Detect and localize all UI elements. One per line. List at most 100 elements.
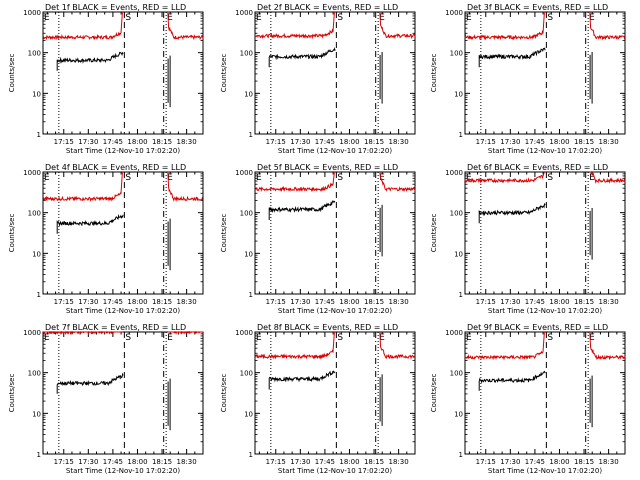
events-curve xyxy=(478,370,546,391)
y-tick-label: 1 xyxy=(37,131,41,139)
x-tick-label: 17:15 xyxy=(54,138,74,146)
plot-frame xyxy=(464,11,626,135)
x-tick-label: 18:00 xyxy=(339,298,359,306)
y-tick-label: 1 xyxy=(37,291,41,299)
flag-label-s: S xyxy=(547,333,553,343)
y-tick-label: 100 xyxy=(450,210,463,218)
x-tick-label: 18:30 xyxy=(599,138,619,146)
detector-panel-9: Det 9f BLACK = Events, RED = LLD 1 10 100 10… xyxy=(430,323,626,475)
lld-curve-pre xyxy=(254,171,335,193)
x-axis-label: Start Time (12-Nov-10 17:02:20) xyxy=(488,467,602,475)
y-tick-label: 1000 xyxy=(23,9,41,17)
y-tick-label: 100 xyxy=(28,50,41,58)
x-tick-label: 17:15 xyxy=(266,138,286,146)
y-axis-label: Counts/sec xyxy=(8,54,16,93)
x-tick-label: 18:00 xyxy=(339,458,359,466)
y-axis-label: Counts/sec xyxy=(8,374,16,413)
events-curve xyxy=(56,51,124,71)
y-axis-label: Counts/sec xyxy=(430,214,438,253)
x-axis-label: Start Time (12-Nov-10 17:02:20) xyxy=(488,147,602,155)
flag-label-s: S xyxy=(125,333,131,343)
events-curve xyxy=(268,47,336,68)
y-tick-label: 1 xyxy=(459,291,463,299)
flag-label-e: E xyxy=(589,13,595,23)
lld-curve-post xyxy=(379,11,416,40)
detector-panel-2: Det 2f BLACK = Events, RED = LLD 1 10 100 10… xyxy=(220,3,416,155)
x-axis-label: Start Time (12-Nov-10 17:02:20) xyxy=(278,147,392,155)
panel-title: Det 2f BLACK = Events, RED = LLD xyxy=(257,3,398,12)
y-tick-label: 1000 xyxy=(23,329,41,337)
y-tick-label: 10 xyxy=(244,410,253,418)
y-tick-label: 100 xyxy=(28,370,41,378)
events-curve xyxy=(478,47,546,68)
flag-label-e: E xyxy=(44,13,50,23)
x-tick-label: 17:15 xyxy=(476,138,496,146)
y-tick-label: 1 xyxy=(249,451,253,459)
x-tick-label: 18:15 xyxy=(574,138,594,146)
x-tick-label: 17:15 xyxy=(266,458,286,466)
panel-title: Det 8f BLACK = Events, RED = LLD xyxy=(257,323,398,332)
events-curve xyxy=(268,200,336,220)
y-tick-label: 1 xyxy=(459,451,463,459)
x-tick-label: 17:30 xyxy=(290,458,310,466)
y-axis-label: Counts/sec xyxy=(430,54,438,93)
panel-title: Det 1f BLACK = Events, RED = LLD xyxy=(45,3,186,12)
x-tick-label: 17:45 xyxy=(525,138,545,146)
y-tick-label: 1000 xyxy=(23,169,41,177)
y-tick-label: 1 xyxy=(37,451,41,459)
lld-curve-post xyxy=(167,171,204,202)
flag-label-s: S xyxy=(337,333,343,343)
lld-curve-pre xyxy=(43,330,123,336)
lld-curve-pre xyxy=(254,11,335,40)
y-tick-label: 1 xyxy=(459,131,463,139)
flag-label-e: E xyxy=(466,333,472,343)
lld-curve-post xyxy=(167,11,204,41)
flag-label-e: E xyxy=(466,13,472,23)
detector-panel-3: Det 3f BLACK = Events, RED = LLD 1 10 100 10… xyxy=(430,3,626,155)
lld-curve-pre xyxy=(464,331,545,361)
y-tick-label: 100 xyxy=(450,370,463,378)
x-tick-label: 18:00 xyxy=(549,458,569,466)
x-tick-label: 17:45 xyxy=(315,458,335,466)
detector-panel-4: Det 4f BLACK = Events, RED = LLD 1 10 100 10… xyxy=(8,163,204,315)
x-axis-label: Start Time (12-Nov-10 17:02:20) xyxy=(278,307,392,315)
flag-label-e: E xyxy=(256,333,262,343)
panel-title: Det 9f BLACK = Events, RED = LLD xyxy=(467,323,608,332)
panel-title: Det 7f BLACK = Events, RED = LLD xyxy=(45,323,186,332)
flag-label-e: E xyxy=(167,333,173,343)
flag-label-e: E xyxy=(256,173,262,183)
x-tick-label: 18:15 xyxy=(152,458,172,466)
x-tick-label: 17:15 xyxy=(54,298,74,306)
x-tick-label: 18:00 xyxy=(127,138,147,146)
y-tick-label: 10 xyxy=(454,90,463,98)
y-tick-label: 100 xyxy=(450,50,463,58)
lld-curve-pre xyxy=(42,11,123,41)
x-tick-label: 18:15 xyxy=(152,298,172,306)
y-tick-label: 100 xyxy=(240,210,253,218)
lld-curve-post xyxy=(379,171,416,193)
y-tick-label: 10 xyxy=(32,250,41,258)
flag-label-s: S xyxy=(547,173,553,183)
x-tick-label: 18:30 xyxy=(389,138,409,146)
x-tick-label: 17:45 xyxy=(103,298,123,306)
x-tick-label: 17:30 xyxy=(78,298,98,306)
detector-panel-1: Det 1f BLACK = Events, RED = LLD 1 10 100 10… xyxy=(8,3,204,155)
y-axis-label: Counts/sec xyxy=(430,374,438,413)
x-tick-label: 17:30 xyxy=(290,298,310,306)
y-tick-label: 1000 xyxy=(445,169,463,177)
plot-frame xyxy=(42,331,204,455)
plot-frame xyxy=(42,11,204,135)
events-curve xyxy=(478,203,546,224)
x-tick-label: 18:15 xyxy=(574,298,594,306)
lld-curve-post xyxy=(167,330,203,335)
flag-label-s: S xyxy=(125,13,131,23)
x-tick-label: 18:30 xyxy=(599,298,619,306)
y-tick-label: 10 xyxy=(244,90,253,98)
y-tick-label: 1 xyxy=(249,291,253,299)
panel-title: Det 3f BLACK = Events, RED = LLD xyxy=(467,3,608,12)
x-tick-label: 18:15 xyxy=(364,138,384,146)
x-axis-label: Start Time (12-Nov-10 17:02:20) xyxy=(488,307,602,315)
events-curve xyxy=(56,213,124,234)
x-tick-label: 18:15 xyxy=(574,458,594,466)
x-tick-label: 18:00 xyxy=(339,138,359,146)
